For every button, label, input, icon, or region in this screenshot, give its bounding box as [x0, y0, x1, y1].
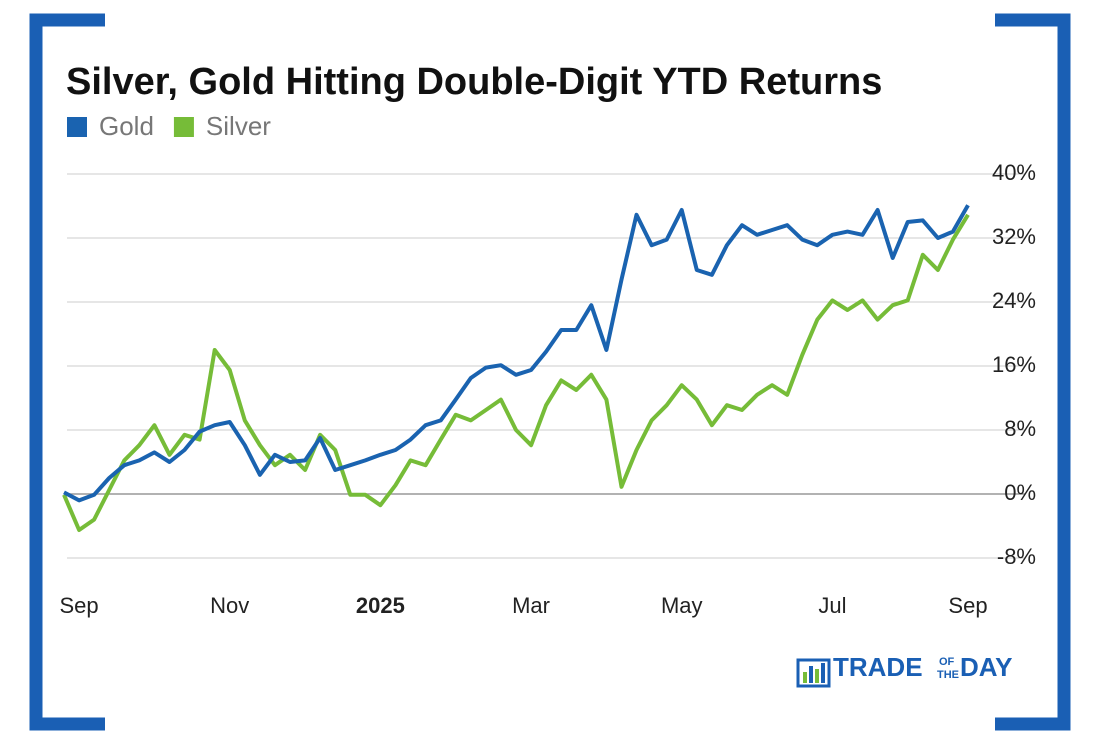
- legend-swatch: [67, 117, 87, 137]
- logo-icon: [803, 672, 807, 683]
- logo-icon: [821, 663, 825, 683]
- logo-icon: [815, 669, 819, 683]
- x-tick-label: Sep: [59, 593, 98, 618]
- logo-text: THE: [937, 669, 959, 681]
- logo-text: TRADE: [833, 652, 923, 682]
- grid: -8% 0% 8% 16% 24% 32% 40%: [67, 160, 1036, 569]
- y-tick-label: 32%: [992, 224, 1036, 249]
- logo-text: DAY: [960, 652, 1013, 682]
- frame-left: [29, 13, 105, 731]
- x-tick-label: Nov: [210, 593, 249, 618]
- legend-label: Gold: [99, 111, 154, 141]
- logo-icon: [809, 666, 813, 683]
- legend: Gold Silver: [67, 111, 271, 141]
- legend-label: Silver: [206, 111, 271, 141]
- y-tick-label: 0%: [1004, 480, 1036, 505]
- plot: [62, 204, 970, 532]
- x-tick-label: May: [661, 593, 703, 618]
- logo-text: OF: [939, 656, 955, 668]
- x-tick-label: Jul: [818, 593, 846, 618]
- logo: TRADE OF THE DAY: [796, 652, 1013, 688]
- y-tick-label: 24%: [992, 288, 1036, 313]
- y-tick-label: 40%: [992, 160, 1036, 185]
- y-tick-label: -8%: [997, 544, 1036, 569]
- logo-icon: [796, 658, 831, 688]
- x-axis: Sep Nov 2025 Mar May Jul Sep: [59, 593, 987, 618]
- chart-title: Silver, Gold Hitting Double-Digit YTD Re…: [66, 61, 882, 103]
- x-tick-label: 2025: [356, 593, 405, 618]
- y-tick-label: 16%: [992, 352, 1036, 377]
- legend-swatch: [173, 117, 194, 137]
- line-gold: [63, 204, 970, 503]
- x-tick-label: Mar: [512, 593, 550, 618]
- frame-right: [995, 13, 1071, 731]
- line-silver: [62, 213, 970, 532]
- y-tick-label: 8%: [1004, 416, 1036, 441]
- x-tick-label: Sep: [948, 593, 987, 618]
